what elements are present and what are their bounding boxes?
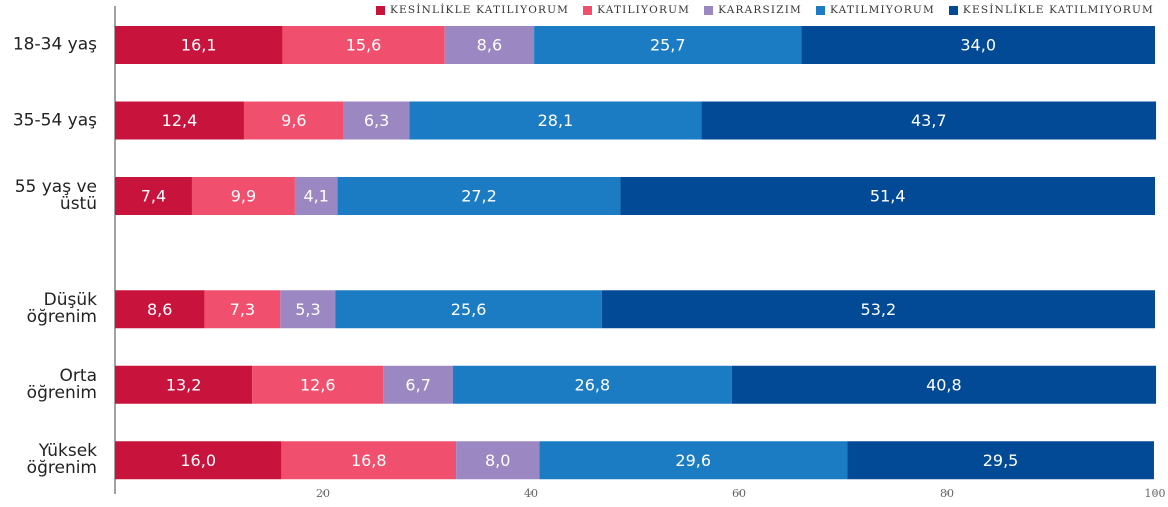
category-label: Düşük öğrenim xyxy=(26,290,97,328)
category-label: 35-54 yaş xyxy=(12,110,97,130)
legend-item: KESİNLİKLE KATILIYORUM xyxy=(376,4,569,16)
value-label: 29,6 xyxy=(675,451,711,470)
legend-item: KATILMIYORUM xyxy=(816,4,935,16)
value-label: 7,3 xyxy=(230,300,255,319)
value-label: 28,1 xyxy=(538,111,574,130)
value-label: 12,6 xyxy=(300,375,336,394)
value-label: 40,8 xyxy=(926,375,962,394)
legend-label: KATILIYORUM xyxy=(597,4,691,16)
bar-segment xyxy=(847,441,1154,480)
value-label: 4,1 xyxy=(304,187,329,206)
value-label: 8,6 xyxy=(147,300,172,319)
legend-label: KARARSIZIM xyxy=(718,4,803,16)
category-label: 18-34 yaş xyxy=(12,34,97,55)
legend-swatch xyxy=(816,5,826,15)
value-label: 16,8 xyxy=(351,451,387,470)
x-tick-label: 100 xyxy=(1145,487,1166,500)
value-label: 8,6 xyxy=(477,36,502,55)
legend-item: KESİNLİKLE KATILMIYORUM xyxy=(948,4,1154,16)
x-tick-label: 80 xyxy=(940,487,954,500)
value-label: 27,2 xyxy=(461,187,497,206)
legend-item: KATILIYORUM xyxy=(583,4,690,16)
value-label: 43,7 xyxy=(911,111,947,130)
bar-segment xyxy=(701,101,1157,140)
category-label: Orta öğrenim xyxy=(26,365,97,403)
value-label: 26,8 xyxy=(575,375,611,394)
bar-segment xyxy=(115,441,282,480)
value-label: 6,7 xyxy=(405,375,430,394)
bar-segment xyxy=(115,365,253,404)
value-label: 53,2 xyxy=(861,300,897,319)
bar-segment xyxy=(444,26,535,64)
bar-segment xyxy=(620,177,1155,215)
x-tick-label: 40 xyxy=(524,487,538,500)
bar-segment xyxy=(801,26,1155,64)
value-label: 9,9 xyxy=(231,187,256,206)
bar-segment xyxy=(383,365,453,404)
bar-segment xyxy=(280,290,336,329)
value-label: 51,4 xyxy=(870,187,906,206)
bar-segment xyxy=(115,177,192,215)
value-label: 25,7 xyxy=(650,36,686,55)
legend: KESİNLİKLE KATILIYORUM KATILIYORUM KARARSI… xyxy=(376,4,1154,16)
value-label: 34,0 xyxy=(960,36,996,55)
bar-segment xyxy=(281,441,457,480)
bar-segment xyxy=(731,365,1157,404)
bar-segment xyxy=(539,441,848,480)
bar-segment xyxy=(252,365,384,404)
value-label: 25,6 xyxy=(451,300,487,319)
value-label: 8,0 xyxy=(485,451,510,470)
x-tick-label: 60 xyxy=(732,487,746,500)
legend-swatch xyxy=(948,5,958,15)
bar-segment xyxy=(409,101,702,140)
bar-segment xyxy=(191,177,295,215)
value-label: 29,5 xyxy=(983,451,1019,470)
bar-segment xyxy=(601,290,1155,329)
value-label: 5,3 xyxy=(295,300,320,319)
category-label: Yüksek öğrenim xyxy=(26,441,97,479)
value-label: 13,2 xyxy=(166,375,202,394)
bar-segment xyxy=(243,101,344,140)
bar-segment xyxy=(456,441,540,480)
bar-segment xyxy=(115,290,205,329)
value-label: 6,3 xyxy=(364,111,389,130)
legend-swatch xyxy=(704,5,714,15)
bar-segment xyxy=(335,290,602,329)
bar-segment xyxy=(453,365,732,404)
bar-segment xyxy=(343,101,410,140)
value-label: 12,4 xyxy=(162,111,198,130)
bar-segment xyxy=(534,26,802,64)
bar-segment xyxy=(115,26,283,64)
bar-segment xyxy=(294,177,338,215)
legend-label: KESİNLİKLE KATILMIYORUM xyxy=(962,4,1154,16)
legend-swatch xyxy=(583,5,593,15)
x-tick-label: 20 xyxy=(316,487,330,500)
legend-swatch xyxy=(376,5,385,15)
value-label: 9,6 xyxy=(281,111,306,130)
value-label: 7,4 xyxy=(141,187,166,206)
legend-label: KESİNLİKLE KATILIYORUM xyxy=(390,4,570,16)
bar-segment xyxy=(115,101,244,140)
value-label: 16,0 xyxy=(180,451,216,470)
value-label: 16,1 xyxy=(181,36,217,55)
bar-segment xyxy=(282,26,445,64)
legend-item: KARARSIZIM xyxy=(704,4,802,16)
bar-segment xyxy=(204,290,281,329)
category-label: 55 yaş ve üstü xyxy=(14,177,97,214)
bar-segment xyxy=(337,177,621,215)
legend-label: KATILMIYORUM xyxy=(830,4,935,16)
value-label: 15,6 xyxy=(346,36,382,55)
